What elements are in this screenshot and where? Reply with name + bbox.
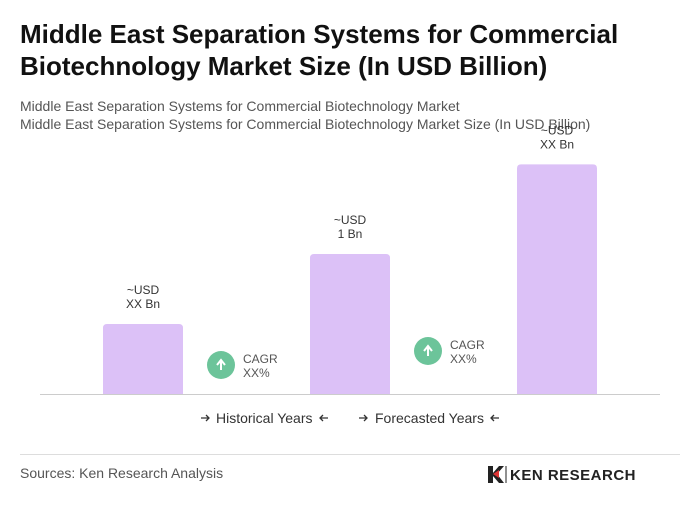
title: Middle East Separation Systems for Comme…: [20, 19, 619, 81]
cagr-arrow: [423, 344, 433, 356]
divider: [20, 454, 680, 455]
cagr-label: CAGR: [243, 352, 278, 366]
source: Sources: Ken Research Analysis: [20, 465, 224, 481]
legend-arrow: [319, 414, 328, 422]
cagr-label: CAGR: [450, 338, 485, 352]
value-label: XX Bn: [126, 297, 160, 311]
legend-arrow: [201, 414, 210, 422]
legend-arrow: [490, 414, 499, 422]
value-label: ~USD: [541, 123, 574, 137]
value-label: 1 Bn: [338, 227, 363, 241]
subtitle: Middle East Separation Systems for Comme…: [20, 98, 460, 114]
value-label: XX Bn: [540, 137, 574, 151]
cagr-value: XX%: [450, 352, 477, 366]
cagr-arrow: [216, 358, 226, 370]
legend-arrow: [359, 414, 368, 422]
value-label: ~USD: [127, 283, 160, 297]
legend-label: Historical Years: [216, 410, 313, 426]
legend-label: Forecasted Years: [375, 410, 484, 426]
bar: [103, 324, 183, 394]
bar: [310, 254, 390, 394]
cagr-value: XX%: [243, 366, 270, 380]
logo-text: KEN RESEARCH: [510, 467, 636, 484]
value-label: ~USD: [334, 213, 367, 227]
logo-mark: [493, 470, 499, 478]
bar: [517, 164, 597, 394]
subtitle: Middle East Separation Systems for Comme…: [20, 116, 591, 132]
